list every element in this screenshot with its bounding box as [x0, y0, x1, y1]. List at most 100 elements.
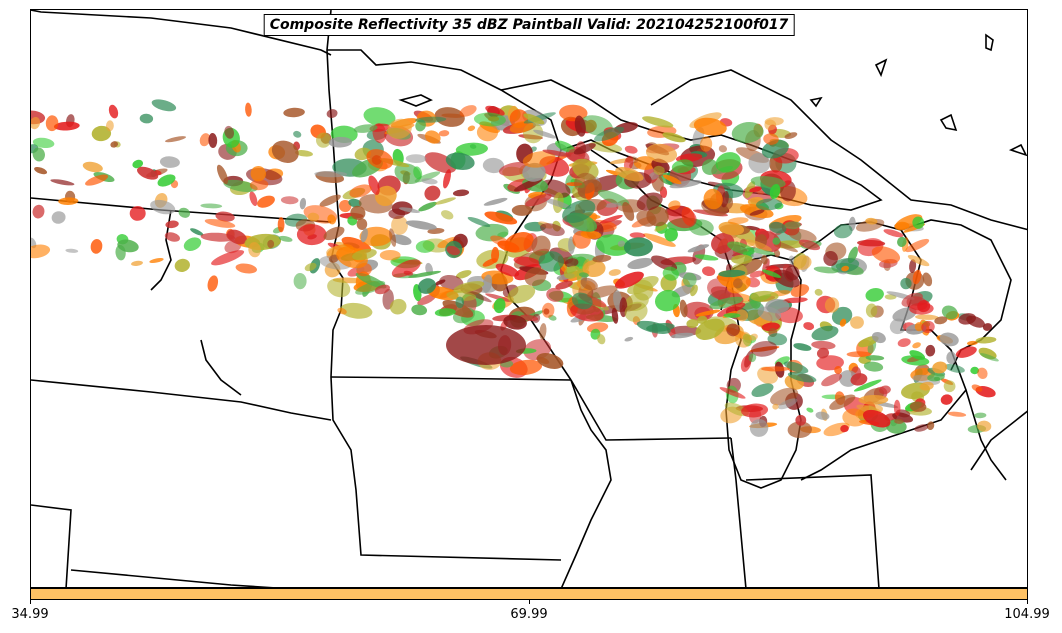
paintball-blob-595 [682, 272, 697, 288]
paintball-blob-430 [582, 259, 606, 278]
paintball-blob-654 [580, 230, 602, 239]
paintball-blob-317 [455, 142, 488, 156]
map-title: Composite Reflectivity 35 dBZ Paintball … [263, 14, 795, 36]
paintball-blob-3 [165, 220, 179, 229]
paintball-blob-831 [765, 298, 790, 314]
paintball-blob-531 [702, 266, 716, 277]
paintball-blob-640 [746, 247, 776, 256]
paintball-blob-769 [735, 309, 749, 322]
paintball-blob-792 [839, 318, 847, 327]
paintball-blob-365 [434, 308, 456, 317]
paintball-blob-145 [417, 294, 436, 306]
paintball-blob-554 [624, 336, 634, 342]
paintball-blob-911 [966, 315, 985, 328]
paintball-blob-384 [539, 323, 547, 340]
paintball-blob-852 [842, 408, 867, 427]
paintball-blob-307 [435, 279, 446, 286]
paintball-blob-216 [438, 130, 450, 137]
paintball-blob-568 [701, 159, 719, 176]
paintball-blob-354 [555, 140, 576, 153]
paintball-blob-796 [909, 302, 934, 315]
paintball-blob-715 [865, 287, 884, 302]
paintball-blob-917 [925, 344, 936, 357]
paintball-blob-89 [271, 140, 299, 163]
paintball-blob-488 [687, 244, 710, 253]
paintball-blob-51 [105, 120, 114, 132]
paintball-blob-890 [914, 424, 929, 432]
paintball-blob-580 [711, 233, 735, 254]
paintball-blob-64 [108, 104, 119, 119]
colorbar-tick-label-middle: 69.99 [510, 607, 548, 622]
paintball-blob-886 [943, 380, 956, 393]
paintball-blob-918 [909, 401, 927, 412]
paintball-blob-813 [831, 258, 860, 273]
paintball-blob-846 [735, 331, 752, 348]
paintball-blob-364 [531, 235, 551, 256]
paintball-blob-555 [642, 116, 674, 128]
paintball-blob-668 [668, 200, 681, 210]
paintball-blob-825 [863, 361, 884, 372]
paintball-blob-63 [58, 197, 79, 206]
paintball-blob-552 [573, 143, 596, 155]
paintball-blob-55 [165, 136, 186, 143]
paintball-blob-2 [199, 133, 211, 147]
paintball-blob-106 [216, 164, 229, 185]
paintball-blob-181 [434, 197, 456, 205]
paintball-blob-818 [795, 414, 807, 426]
paintball-blob-845 [784, 221, 801, 230]
colorbar [30, 588, 1028, 600]
paintball-blob-338 [445, 152, 475, 170]
paintball-blob-231 [443, 169, 451, 189]
paintball-blob-897 [912, 342, 921, 349]
paintball-blob-781 [727, 241, 755, 255]
paintball-blob-347 [389, 228, 397, 247]
paintball-blob-362 [490, 235, 510, 246]
paintball-blob-866 [762, 269, 781, 278]
paintball-blob-919 [939, 332, 959, 347]
paintball-blob-670 [703, 188, 723, 210]
paintball-blob-900 [934, 316, 948, 325]
paintball-blob-371 [352, 248, 377, 261]
paintball-blob-104 [250, 166, 267, 182]
paintball-blob-610 [623, 155, 634, 171]
paintball-blob-339 [405, 220, 437, 230]
paintball-blob-375 [542, 149, 572, 157]
paintball-blob-17 [319, 194, 341, 207]
paintball-blob-602 [563, 265, 581, 279]
paintball-blob-566 [694, 254, 719, 261]
paintball-blob-702 [833, 224, 853, 239]
paintball-blob-47 [129, 205, 146, 221]
paintball-blob-859 [907, 255, 930, 267]
paintball-blob-856 [732, 278, 743, 289]
paintball-blob-32 [235, 263, 258, 274]
paintball-blob-74 [295, 150, 313, 157]
paintball-blob-698 [806, 407, 814, 413]
paintball-blob-79 [31, 244, 51, 259]
paintball-blob-575 [718, 145, 727, 153]
paintball-blob-842 [853, 379, 882, 392]
paintball-blob-891 [940, 394, 953, 405]
paintball-blob-22 [65, 248, 79, 253]
paintball-blob-357 [387, 118, 412, 139]
paintball-blob-374 [415, 240, 435, 253]
paintball-blob-348 [484, 211, 518, 225]
paintball-blob-871 [798, 239, 821, 251]
paintball-blob-331 [525, 193, 552, 207]
paintball-blob-320 [415, 116, 447, 123]
paintball-blob-169 [467, 216, 491, 228]
paintball-blob-694 [831, 306, 853, 325]
paintball-blob-20 [132, 159, 144, 169]
paintball-blob-254 [323, 226, 345, 241]
paintball-blob-356 [353, 124, 378, 133]
paintball-blob-98 [341, 236, 372, 253]
paintball-blob-28 [159, 156, 180, 168]
paintball-blob-655 [574, 172, 598, 194]
paintball-blob-164 [467, 125, 476, 132]
paintball-blob-112 [208, 133, 218, 148]
paintball-blob-801 [879, 385, 891, 395]
paintball-blob-399 [503, 314, 527, 330]
paintball-blob-150 [327, 214, 337, 225]
paintball-blob-80 [223, 179, 258, 193]
paintball-blob-659 [721, 191, 729, 208]
paintball-blob-652 [636, 320, 671, 334]
